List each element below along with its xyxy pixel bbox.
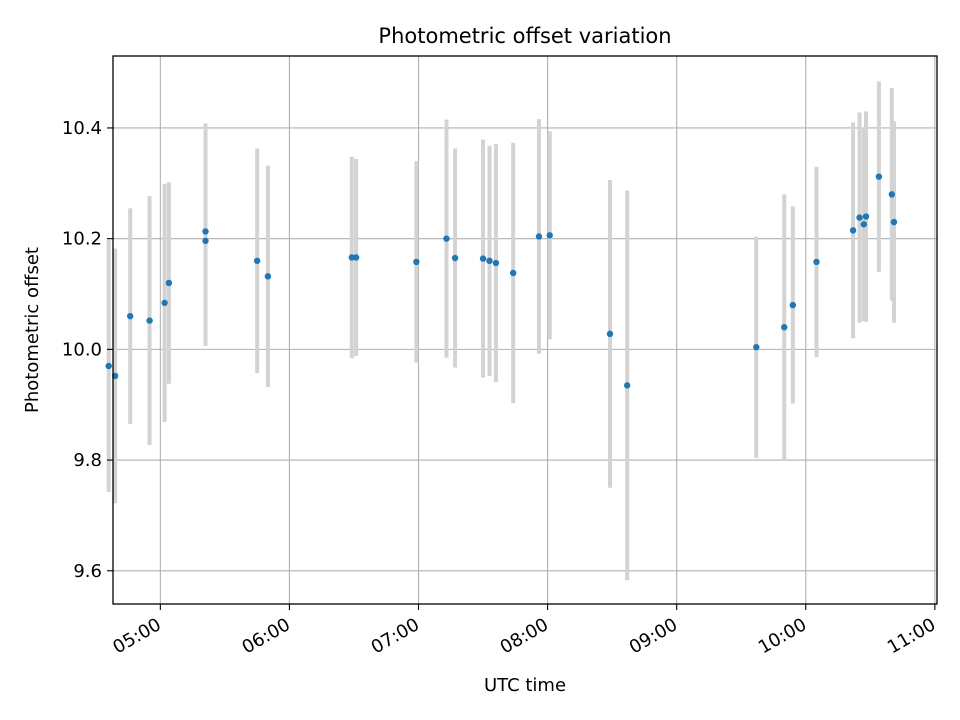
y-tick-label: 10.2 — [62, 229, 102, 250]
data-point — [890, 218, 898, 226]
plot-frame — [112, 55, 938, 605]
data-point — [753, 343, 760, 351]
data-point — [443, 235, 450, 242]
data-points — [105, 173, 898, 389]
data-point — [781, 324, 788, 331]
data-point — [875, 173, 883, 180]
x-axis-title: UTC time — [484, 675, 566, 696]
y-axis-title: Photometric offset — [22, 247, 43, 413]
y-tick-label: 10.0 — [62, 339, 102, 360]
data-point — [789, 301, 797, 309]
grid-lines — [113, 56, 937, 604]
data-point — [202, 228, 209, 235]
data-point — [606, 330, 614, 338]
data-point — [264, 273, 272, 280]
data-point — [105, 362, 112, 370]
data-point — [862, 213, 870, 220]
data-point — [352, 254, 360, 261]
data-point — [509, 269, 517, 277]
data-point — [860, 221, 868, 228]
data-point — [479, 255, 487, 262]
data-point — [202, 237, 209, 245]
y-tick-label: 9.8 — [73, 450, 102, 471]
data-point — [413, 258, 420, 266]
data-point — [253, 257, 261, 265]
chart-title: Photometric offset variation — [378, 24, 671, 48]
data-point — [165, 279, 173, 287]
data-point — [856, 214, 863, 221]
data-point — [888, 191, 896, 198]
data-point — [849, 227, 857, 234]
data-point — [492, 259, 500, 267]
data-point — [161, 299, 168, 307]
y-tick-label: 10.4 — [62, 118, 102, 139]
data-point — [546, 232, 553, 239]
data-point — [486, 257, 493, 265]
data-point — [813, 258, 820, 266]
data-point — [623, 382, 631, 389]
y-tick-label: 9.6 — [73, 561, 102, 582]
data-point — [451, 254, 459, 262]
data-point — [146, 317, 153, 324]
data-point — [535, 233, 543, 240]
data-point — [127, 312, 134, 320]
